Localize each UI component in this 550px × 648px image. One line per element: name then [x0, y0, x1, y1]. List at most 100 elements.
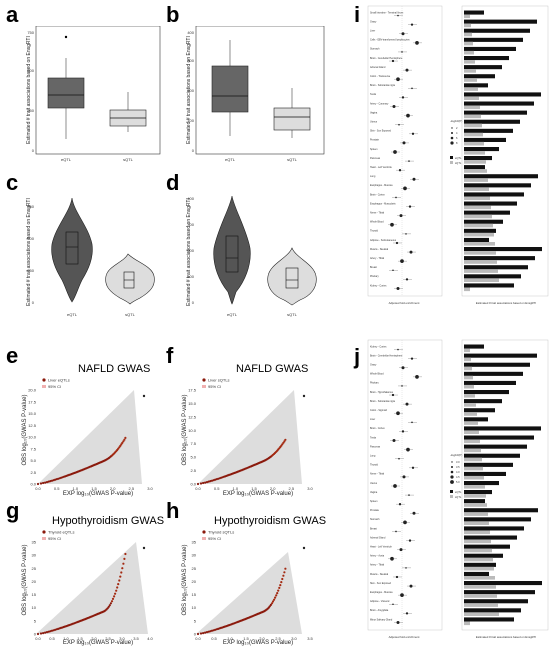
svg-text:4.0: 4.0 [456, 470, 460, 474]
bar-eqtl [464, 471, 506, 476]
bar-sqtl [464, 421, 478, 425]
forest-point [402, 475, 406, 479]
bar-sqtl [464, 357, 471, 362]
tissue-label: Adrenal Gland [370, 66, 386, 69]
qq-point [273, 598, 276, 601]
qq-point [42, 632, 45, 635]
bar-eqtl [464, 201, 517, 206]
forest-point [401, 51, 403, 53]
qq-point [275, 594, 278, 597]
forest-point [409, 584, 413, 588]
qq-title-g: Hypothyroidism GWAS [52, 515, 164, 527]
bar-sqtl [464, 278, 499, 282]
bar-sqtl [464, 576, 495, 580]
bar-eqtl [464, 535, 517, 540]
bar-eqtl [464, 274, 521, 279]
tissue-label: Whole Blood [370, 373, 384, 376]
bar-eqtl [464, 426, 541, 431]
qq-xtick: 1.5 [243, 636, 249, 641]
tissue-label: Colon - Transverse [370, 75, 391, 78]
qq-point [116, 586, 119, 589]
qq-ytick: 35 [32, 540, 37, 545]
qq-point [124, 552, 127, 556]
svg-text:sQTL: sQTL [287, 312, 298, 317]
bar-sqtl [464, 548, 492, 553]
bar-eqtl [464, 92, 541, 97]
bar-eqtl [464, 417, 488, 422]
tissue-label: Prostate [370, 509, 380, 512]
bar-sqtl [464, 41, 473, 46]
qq-ytick: 15 [192, 592, 197, 597]
bar-eqtl [464, 462, 513, 467]
panel-label-h: h [166, 498, 180, 523]
qq-ytick: 30 [32, 553, 37, 558]
bar-eqtl [464, 56, 509, 61]
bar-sqtl [464, 530, 490, 535]
xtick-eqtl-a: eQTL [61, 157, 72, 162]
bar-sqtl [464, 539, 491, 544]
svg-text:EXP log₁₀(GWAS P-value): EXP log₁₀(GWAS P-value) [63, 491, 133, 497]
tissue-label: Stomach [370, 518, 380, 521]
bar-eqtl [464, 344, 484, 349]
bar-eqtl [464, 508, 538, 513]
tissue-label: Liver [370, 30, 375, 33]
bar-sqtl [464, 260, 497, 264]
bar-sqtl [464, 521, 489, 525]
svg-text:300: 300 [187, 222, 194, 227]
bar-eqtl [464, 608, 521, 613]
bar-eqtl [464, 46, 516, 51]
bar-eqtl [464, 399, 502, 404]
qq-xtick: 3.5 [133, 636, 139, 641]
forest-point [396, 620, 400, 624]
svg-text:sQTL: sQTL [125, 312, 136, 317]
qq-point [274, 596, 277, 599]
qq-point [284, 438, 287, 441]
svg-text:0: 0 [192, 148, 195, 153]
forest-point [398, 123, 400, 126]
violin-eqtl-d [213, 195, 251, 305]
qq-point [118, 579, 121, 582]
forest-point [392, 439, 396, 443]
forest-point [401, 366, 405, 370]
forest-point [415, 40, 419, 45]
tissue-label: Spleen [370, 148, 378, 151]
bar-eqtl [464, 119, 520, 124]
bar-eqtl [464, 571, 489, 576]
bar-sqtl [464, 78, 477, 82]
ylabel-a: Estimated # trait associations based on … [26, 36, 32, 144]
qq-xtick: 2.0 [259, 636, 265, 641]
qq-point [113, 595, 116, 598]
qq-ytick: 10.0 [28, 435, 37, 440]
forest-point [411, 421, 413, 424]
qq-point [269, 603, 272, 606]
panel-label-d: d [166, 170, 180, 195]
bar-sqtl [464, 375, 473, 380]
svg-text:0: 0 [32, 300, 35, 305]
bar-eqtl [464, 408, 495, 413]
tissue-label: Pituitary [370, 382, 379, 385]
tissue-label: Stomach [370, 48, 380, 51]
bar-sqtl [464, 475, 484, 480]
qq-point [119, 575, 122, 578]
bar-eqtl [464, 517, 531, 522]
bar-sqtl [464, 205, 491, 210]
forest-point [393, 484, 397, 488]
tissue-label: Heart - Left Ventricle [370, 166, 392, 169]
tissue-label: Prostate [370, 139, 380, 142]
qq-point [281, 577, 284, 581]
box-sqtl-b [273, 107, 311, 131]
svg-text:6: 6 [456, 136, 458, 140]
forest-point [405, 612, 409, 615]
forest-point [400, 593, 404, 598]
forest-point [395, 530, 397, 533]
qq-ytick: 25 [32, 566, 37, 571]
forest-point [412, 511, 416, 515]
bar-sqtl [464, 457, 482, 462]
bar-eqtl [464, 581, 542, 586]
qq-xtick: 0.0 [195, 486, 201, 491]
qq-point [111, 597, 115, 600]
svg-text:100: 100 [187, 118, 194, 123]
yticks-b: 0 100 200 300 400 [187, 30, 194, 153]
ylabel-b: Estimated # trait associations based on … [186, 36, 192, 144]
tissue-label: Brain - Cerebellar Hemisphere [370, 354, 403, 357]
